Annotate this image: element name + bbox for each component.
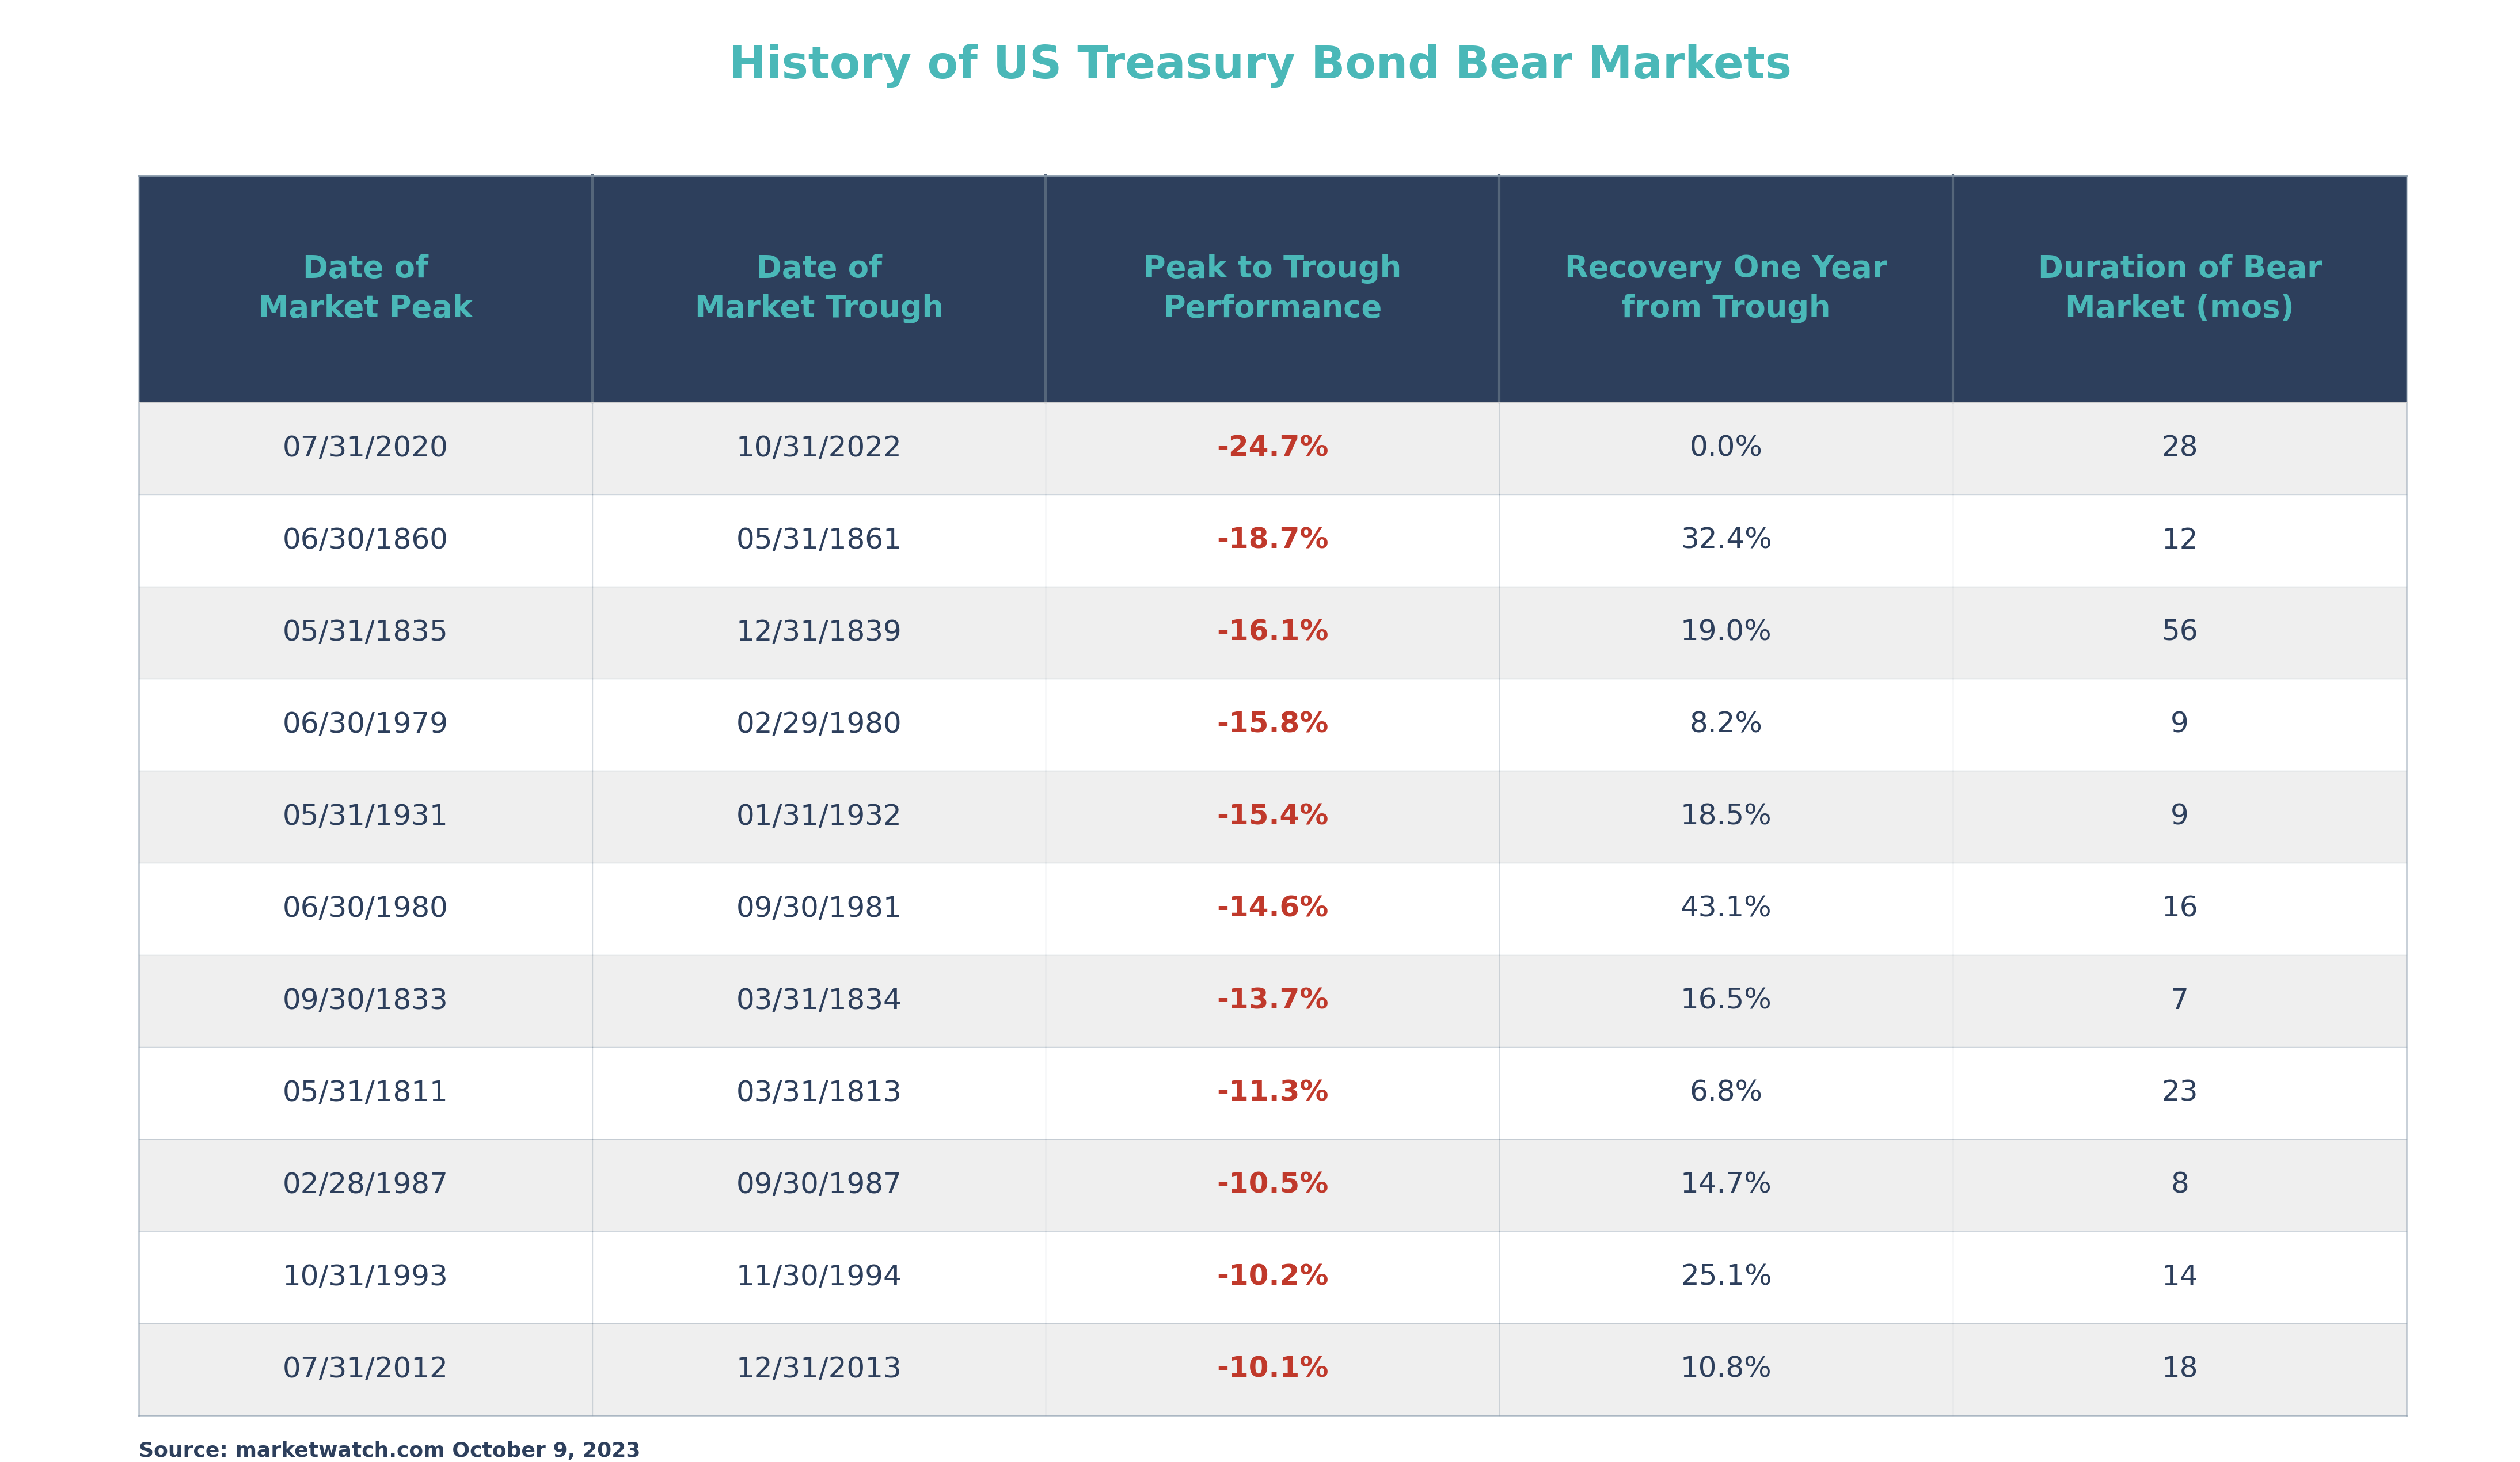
Text: Source: marketwatch.com October 9, 2023: Source: marketwatch.com October 9, 2023 [139,1442,640,1461]
Text: 10.8%: 10.8% [1681,1355,1772,1383]
Text: 07/31/2020: 07/31/2020 [282,434,449,462]
Text: 8: 8 [2170,1171,2190,1199]
Text: 03/31/1813: 03/31/1813 [736,1079,902,1107]
Text: 02/29/1980: 02/29/1980 [736,711,902,738]
Text: 12/31/2013: 12/31/2013 [736,1355,902,1383]
Text: 10/31/2022: 10/31/2022 [736,434,902,462]
Text: 06/30/1980: 06/30/1980 [282,895,449,923]
Text: Peak to Trough
Performance: Peak to Trough Performance [1144,254,1401,323]
Text: 05/31/1931: 05/31/1931 [282,803,449,830]
Text: -24.7%: -24.7% [1217,434,1328,462]
Text: -15.4%: -15.4% [1217,803,1328,830]
Text: 14.7%: 14.7% [1681,1171,1772,1199]
Text: 12/31/1839: 12/31/1839 [736,618,902,646]
Text: 12: 12 [2162,526,2197,554]
Text: -11.3%: -11.3% [1217,1079,1328,1107]
Text: 05/31/1811: 05/31/1811 [282,1079,449,1107]
Text: 16: 16 [2162,895,2197,923]
Text: 18: 18 [2162,1355,2197,1383]
Text: Duration of Bear
Market (mos): Duration of Bear Market (mos) [2039,254,2321,323]
Bar [139,678,2407,770]
Text: -18.7%: -18.7% [1217,526,1328,554]
Bar [139,586,2407,678]
Text: Recovery One Year
from Trough: Recovery One Year from Trough [1565,254,1887,323]
Text: 18.5%: 18.5% [1681,803,1772,830]
Text: 02/28/1987: 02/28/1987 [282,1171,449,1199]
Text: -10.1%: -10.1% [1217,1355,1328,1383]
Text: 11/30/1994: 11/30/1994 [736,1263,902,1291]
Text: 01/31/1932: 01/31/1932 [736,803,902,830]
Text: 03/31/1834: 03/31/1834 [736,987,902,1015]
Bar [139,1231,2407,1323]
Text: 32.4%: 32.4% [1681,526,1772,554]
Text: History of US Treasury Bond Bear Markets: History of US Treasury Bond Bear Markets [728,44,1792,88]
Text: 09/30/1981: 09/30/1981 [736,895,902,923]
Text: 06/30/1979: 06/30/1979 [282,711,449,738]
Text: Date of
Market Trough: Date of Market Trough [696,254,942,323]
Text: 23: 23 [2162,1079,2197,1107]
Text: 10/31/1993: 10/31/1993 [282,1263,449,1291]
Bar [139,1139,2407,1231]
Text: 07/31/2012: 07/31/2012 [282,1355,449,1383]
Text: 25.1%: 25.1% [1681,1263,1772,1291]
Text: 9: 9 [2170,803,2190,830]
Text: 16.5%: 16.5% [1681,987,1772,1015]
Bar [139,863,2407,955]
Text: 09/30/1833: 09/30/1833 [282,987,449,1015]
Text: 43.1%: 43.1% [1681,895,1772,923]
Text: -14.6%: -14.6% [1217,895,1328,923]
Text: 6.8%: 6.8% [1688,1079,1764,1107]
Text: 7: 7 [2170,987,2190,1015]
Text: -16.1%: -16.1% [1217,618,1328,646]
Bar [139,770,2407,863]
Text: Date of
Market Peak: Date of Market Peak [260,254,471,323]
Bar [139,955,2407,1047]
Text: 0.0%: 0.0% [1691,434,1761,462]
Bar [139,402,2407,494]
Bar [139,1047,2407,1139]
Text: 14: 14 [2162,1263,2197,1291]
Text: -10.2%: -10.2% [1217,1263,1328,1291]
Text: -10.5%: -10.5% [1217,1171,1328,1199]
Text: -13.7%: -13.7% [1217,987,1328,1015]
Text: 09/30/1987: 09/30/1987 [736,1171,902,1199]
Text: 19.0%: 19.0% [1681,618,1772,646]
Text: 56: 56 [2162,618,2197,646]
Bar [139,494,2407,586]
Bar [139,1323,2407,1415]
Text: -15.8%: -15.8% [1217,711,1328,738]
Bar [139,175,2407,402]
Text: 05/31/1861: 05/31/1861 [736,526,902,554]
Text: 9: 9 [2170,711,2190,738]
Text: 05/31/1835: 05/31/1835 [282,618,449,646]
Text: 8.2%: 8.2% [1691,711,1761,738]
Text: 06/30/1860: 06/30/1860 [282,526,449,554]
Text: 28: 28 [2162,434,2197,462]
